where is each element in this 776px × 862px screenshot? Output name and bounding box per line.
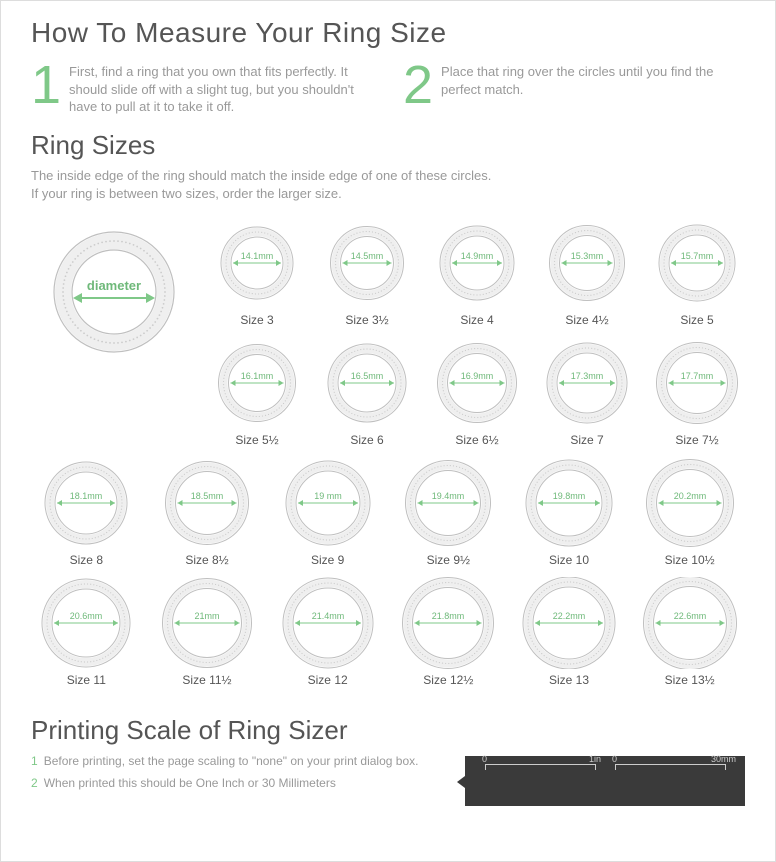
print-step-1-text: Before printing, set the page scaling to… [44,754,419,770]
svg-text:20.2mm: 20.2mm [673,491,706,501]
ring-cell: 22.2mm Size 13 [514,577,625,687]
print-step-2: 2 When printed this should be One Inch o… [31,776,445,792]
ring-cell: 20.2mm Size 10½ [634,457,745,567]
svg-text:diameter: diameter [87,278,141,293]
ring-cell: 17.3mm Size 7 [537,337,637,447]
ring-cell: 14.1mm Size 3 [207,217,307,327]
print-steps: 1 Before printing, set the page scaling … [31,754,445,797]
svg-text:19.4mm: 19.4mm [432,491,465,501]
ring-cell: 21.4mm Size 12 [272,577,383,687]
page: How To Measure Your Ring Size 1 First, f… [0,0,776,862]
svg-text:22.6mm: 22.6mm [673,611,706,621]
size-label: Size 8½ [185,553,228,567]
size-label: Size 9 [311,553,344,567]
svg-text:22.2mm: 22.2mm [553,611,586,621]
ring-cell: 16.1mm Size 5½ [207,337,307,447]
ring-row-4: 20.6mm Size 11 21mm Size 11½ 21.4mm Size… [31,577,745,687]
ring-cell: 19 mm Size 9 [272,457,383,567]
ring-cell: 21mm Size 11½ [152,577,263,687]
svg-text:17.3mm: 17.3mm [571,371,604,381]
size-label: Size 7½ [675,433,718,447]
page-title: How To Measure Your Ring Size [31,17,745,49]
print-step-1: 1 Before printing, set the page scaling … [31,754,445,770]
svg-text:16.5mm: 16.5mm [351,371,384,381]
size-label: Size 3½ [345,313,388,327]
ring-row-3: 18.1mm Size 8 18.5mm Size 8½ 19 mm Size … [31,457,745,567]
size-label: Size 9½ [427,553,470,567]
svg-text:15.7mm: 15.7mm [681,251,714,261]
size-label: Size 4 [460,313,493,327]
ring-cell: 15.7mm Size 5 [647,217,747,327]
size-label: Size 10 [549,553,589,567]
size-label: Size 5½ [235,433,278,447]
step-2-text: Place that ring over the circles until y… [441,63,745,98]
size-label: Size 5 [680,313,713,327]
step-1-text: First, find a ring that you own that fit… [69,63,373,116]
ring-cell: 19.8mm Size 10 [514,457,625,567]
print-row: 1 Before printing, set the page scaling … [31,754,745,806]
print-heading: Printing Scale of Ring Sizer [31,715,745,746]
size-label: Size 13 [549,673,589,687]
ring-cell: 14.5mm Size 3½ [317,217,417,327]
size-label: Size 4½ [565,313,608,327]
ring-cell: 20.6mm Size 11 [31,577,142,687]
svg-text:16.1mm: 16.1mm [241,371,274,381]
size-label: Size 13½ [665,673,715,687]
svg-text:14.1mm: 14.1mm [241,251,274,261]
step-2: 2 Place that ring over the circles until… [403,63,745,116]
steps-row: 1 First, find a ring that you own that f… [31,63,745,116]
ring-cell: 22.6mm Size 13½ [634,577,745,687]
svg-text:19.8mm: 19.8mm [553,491,586,501]
ring-row-1: 14.1mm Size 3 14.5mm Size 3½ 14.9mm Size… [207,217,745,327]
size-label: Size 3 [240,313,273,327]
ring-chart: diameter 14.1mm Size 3 14.5mm Size 3½ 14… [31,217,745,707]
ring-cell: 15.3mm Size 4½ [537,217,637,327]
svg-text:21mm: 21mm [194,611,219,621]
step-1-number: 1 [31,63,61,109]
ring-cell: 16.5mm Size 6 [317,337,417,447]
svg-text:21.4mm: 21.4mm [311,611,344,621]
size-label: Size 8 [70,553,103,567]
ring-cell: 16.9mm Size 6½ [427,337,527,447]
example-ring: diameter [49,227,179,357]
size-label: Size 11 [67,673,106,687]
print-step-2-num: 2 [31,776,38,792]
ring-cell: 14.9mm Size 4 [427,217,527,327]
svg-text:20.6mm: 20.6mm [70,611,103,621]
svg-text:14.5mm: 14.5mm [351,251,384,261]
size-label: Size 12½ [423,673,473,687]
ring-cell: 19.4mm Size 9½ [393,457,504,567]
ring-cell: 17.7mm Size 7½ [647,337,747,447]
svg-text:19 mm: 19 mm [314,491,342,501]
print-step-1-num: 1 [31,754,38,770]
svg-text:16.9mm: 16.9mm [461,371,494,381]
step-2-number: 2 [403,63,433,109]
ring-row-2: 16.1mm Size 5½ 16.5mm Size 6 16.9mm Size… [207,337,745,447]
step-1: 1 First, find a ring that you own that f… [31,63,373,116]
size-label: Size 6 [350,433,383,447]
svg-text:15.3mm: 15.3mm [571,251,604,261]
ruler: 0 1in 0 30mm [465,756,745,806]
svg-text:14.9mm: 14.9mm [461,251,494,261]
sizes-heading: Ring Sizes [31,130,745,161]
ring-cell: 21.8mm Size 12½ [393,577,504,687]
svg-text:21.8mm: 21.8mm [432,611,465,621]
ring-cell: 18.1mm Size 8 [31,457,142,567]
svg-text:18.5mm: 18.5mm [191,491,224,501]
size-label: Size 7 [570,433,603,447]
size-label: Size 10½ [665,553,715,567]
size-label: Size 12 [308,673,348,687]
ring-cell: 18.5mm Size 8½ [152,457,263,567]
print-step-2-text: When printed this should be One Inch or … [44,776,336,792]
sizes-instruction: The inside edge of the ring should match… [31,167,745,203]
svg-text:18.1mm: 18.1mm [70,491,103,501]
size-label: Size 11½ [182,673,231,687]
print-section: Printing Scale of Ring Sizer 1 Before pr… [31,715,745,806]
svg-text:17.7mm: 17.7mm [681,371,714,381]
size-label: Size 6½ [455,433,498,447]
